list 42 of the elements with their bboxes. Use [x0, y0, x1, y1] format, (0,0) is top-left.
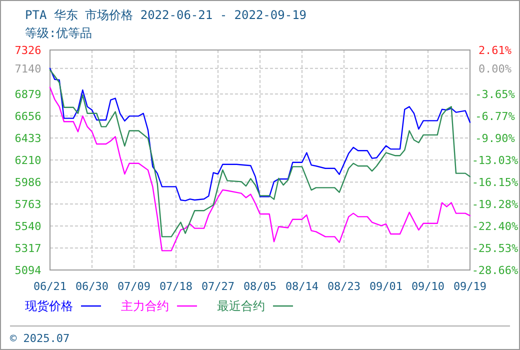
chart-title: PTA 华东 市场价格 2022-06-21 - 2022-09-19 [25, 8, 307, 22]
x-tick-label: 08/23 [327, 280, 361, 293]
y2-tick-label: -13.03% [472, 154, 519, 168]
y2-tick-label: 2.61% [478, 44, 512, 57]
y2-tick-label: 0.00% [478, 62, 512, 76]
y-tick-label: 5986 [14, 176, 42, 190]
legend-label: 最近合约 [217, 299, 265, 313]
line-series [49, 68, 471, 202]
line-series [49, 86, 471, 252]
y-tick-label: 5763 [14, 198, 42, 212]
x-tick-label: 06/21 [33, 280, 67, 293]
y-tick-label: 6210 [14, 154, 42, 167]
y2-tick-label: -25.53% [472, 242, 519, 255]
y2-tick-label: -6.77% [475, 110, 516, 123]
x-tick-label: 06/30 [75, 280, 109, 293]
line-series [49, 69, 471, 238]
x-tick-label: 09/01 [369, 280, 403, 293]
x-tick-label: 08/14 [285, 280, 319, 293]
y-tick-label: 5317 [14, 242, 42, 256]
y2-tick-label: -19.28% [472, 198, 519, 212]
y-tick-label: 6433 [14, 132, 42, 146]
y-tick-label: 6879 [14, 88, 42, 102]
x-tick-label: 09/10 [411, 280, 445, 293]
x-tick-label: 07/27 [201, 280, 235, 293]
y-tick-label: 6656 [14, 110, 42, 124]
y-tick-label: 5094 [14, 264, 42, 277]
legend-label: 现货价格 [25, 299, 73, 313]
y2-tick-label: -3.65% [475, 88, 516, 102]
x-tick-label: 08/05 [243, 280, 277, 293]
y2-tick-label: -9.90% [475, 132, 516, 146]
x-tick-label: 07/09 [117, 280, 151, 293]
y2-tick-label: -28.66% [472, 264, 519, 277]
x-tick-label: 09/19 [453, 280, 487, 293]
y-tick-label: 7326 [14, 44, 42, 57]
y-tick-label: 5540 [14, 220, 42, 234]
legend-label: 主力合约 [121, 299, 169, 313]
y2-tick-label: -22.40% [472, 220, 519, 233]
text: © 2025.07 [10, 332, 70, 345]
y2-tick-label: -16.15% [472, 176, 519, 189]
x-tick-label: 07/18 [159, 280, 193, 293]
chart-subtitle: 等级:优等品 [25, 26, 92, 40]
y-tick-label: 7140 [14, 62, 42, 76]
